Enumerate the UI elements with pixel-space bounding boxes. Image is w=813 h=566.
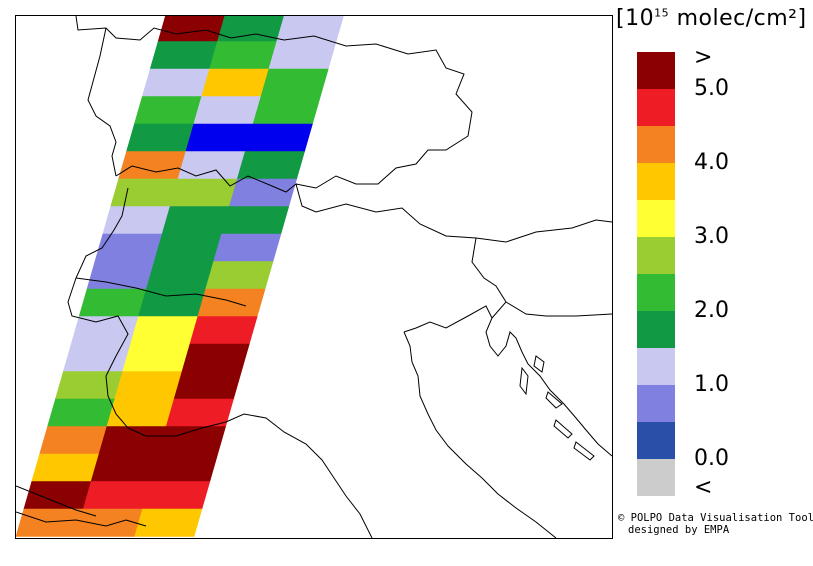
legend-swatch xyxy=(637,422,675,459)
border-france-italy xyxy=(67,187,147,437)
swath-pixel xyxy=(31,453,100,482)
swath-pixel xyxy=(173,371,242,400)
legend-label-below: < xyxy=(694,475,713,500)
credit-text: © POLPO Data Visualisation Tool designed… xyxy=(618,512,813,536)
swath-pixel xyxy=(149,41,218,70)
legend-swatch xyxy=(637,348,675,385)
coast-france-south xyxy=(16,511,147,527)
island-dugi xyxy=(553,419,573,439)
border-croatia xyxy=(505,301,612,317)
swath-pixel xyxy=(102,206,171,235)
legend-swatch xyxy=(637,385,675,422)
island-cres xyxy=(519,366,529,396)
swath-pixel xyxy=(213,233,282,262)
satellite-swath xyxy=(16,16,344,537)
legend-label-0: 0.0 xyxy=(694,446,729,471)
swath-pixel xyxy=(118,151,187,180)
legend-swatch xyxy=(637,274,675,311)
swath-pixel xyxy=(110,178,179,207)
swath-pixel xyxy=(197,288,266,317)
swath-pixel xyxy=(161,206,230,235)
border-alps-north xyxy=(75,16,473,189)
border-switzerland-italy xyxy=(115,165,612,243)
swath-pixel xyxy=(177,151,246,180)
border-france-germany xyxy=(87,27,117,177)
swath-pixel xyxy=(16,508,84,537)
swath-pixel xyxy=(39,426,108,455)
map-panel xyxy=(15,15,613,539)
swath-pixel xyxy=(134,508,203,537)
swath-pixel xyxy=(141,68,210,97)
color-scale-bar xyxy=(637,52,675,496)
border-italy-inner xyxy=(75,277,247,307)
swath-pixel xyxy=(82,481,151,510)
legend-swatch xyxy=(637,52,675,89)
swath-pixel xyxy=(90,453,159,482)
legend-swatch xyxy=(637,311,675,348)
swath-pixel xyxy=(106,398,175,427)
swath-pixel xyxy=(260,68,329,97)
swath-pixel xyxy=(276,16,344,42)
swath-pixel xyxy=(201,68,270,97)
legend-swatch xyxy=(637,126,675,163)
swath-pixel xyxy=(150,453,219,482)
swath-pixel xyxy=(244,123,313,152)
swath-pixel xyxy=(268,41,337,70)
legend-label-above: > xyxy=(694,45,713,70)
swath-pixel xyxy=(142,481,211,510)
border-france-spain xyxy=(16,485,97,517)
legend-swatch xyxy=(637,459,675,496)
swath-pixel xyxy=(94,233,163,262)
swath-pixel xyxy=(153,233,222,262)
swath-pixel xyxy=(47,398,116,427)
map-canvas xyxy=(16,16,612,538)
credit-line-1: © POLPO Data Visualisation Tool xyxy=(618,512,813,524)
swath-pixel xyxy=(130,316,199,345)
swath-pixel xyxy=(145,261,215,290)
legend-label-3: 3.0 xyxy=(694,224,729,249)
coast-istria xyxy=(485,317,612,457)
swath-pixel xyxy=(126,123,195,152)
island-south xyxy=(573,441,595,461)
swath-pixel xyxy=(23,481,92,510)
border-slovenia xyxy=(471,237,507,319)
swath-pixel xyxy=(185,123,254,152)
swath-pixel xyxy=(205,261,274,290)
legend-label-1: 1.0 xyxy=(694,372,729,397)
swath-pixel xyxy=(70,316,139,345)
legend-label-5: 5.0 xyxy=(694,76,729,101)
legend-swatch xyxy=(637,237,675,274)
island-pag xyxy=(545,391,563,409)
swath-pixel xyxy=(181,343,250,372)
legend-title: [1015 molec/cm²] xyxy=(616,6,807,31)
swath-pixel xyxy=(252,96,321,125)
legend-swatch xyxy=(637,163,675,200)
swath-pixel xyxy=(236,151,305,180)
island-krk xyxy=(533,355,545,373)
swath-pixel xyxy=(189,316,258,345)
swath-pixel xyxy=(55,371,124,400)
legend-label-2: 2.0 xyxy=(694,298,729,323)
swath-pixel xyxy=(193,96,262,125)
swath-pixel xyxy=(78,288,147,317)
coast-adriatic-italy xyxy=(403,331,557,538)
swath-pixel xyxy=(229,178,298,207)
coast-liguria xyxy=(146,413,373,538)
credit-line-2: designed by EMPA xyxy=(628,524,730,536)
swath-pixel xyxy=(134,96,203,125)
swath-pixel xyxy=(114,371,183,400)
swath-pixel xyxy=(209,41,278,70)
coast-venice xyxy=(403,305,493,333)
legend-label-4: 4.0 xyxy=(694,150,729,175)
swath-pixel xyxy=(221,206,290,235)
swath-pixel xyxy=(138,288,207,317)
country-borders xyxy=(16,16,612,538)
swath-pixel xyxy=(122,343,191,372)
swath-pixel xyxy=(157,16,226,42)
swath-pixel xyxy=(98,426,167,455)
legend-swatch xyxy=(637,200,675,237)
legend-swatch xyxy=(637,89,675,126)
